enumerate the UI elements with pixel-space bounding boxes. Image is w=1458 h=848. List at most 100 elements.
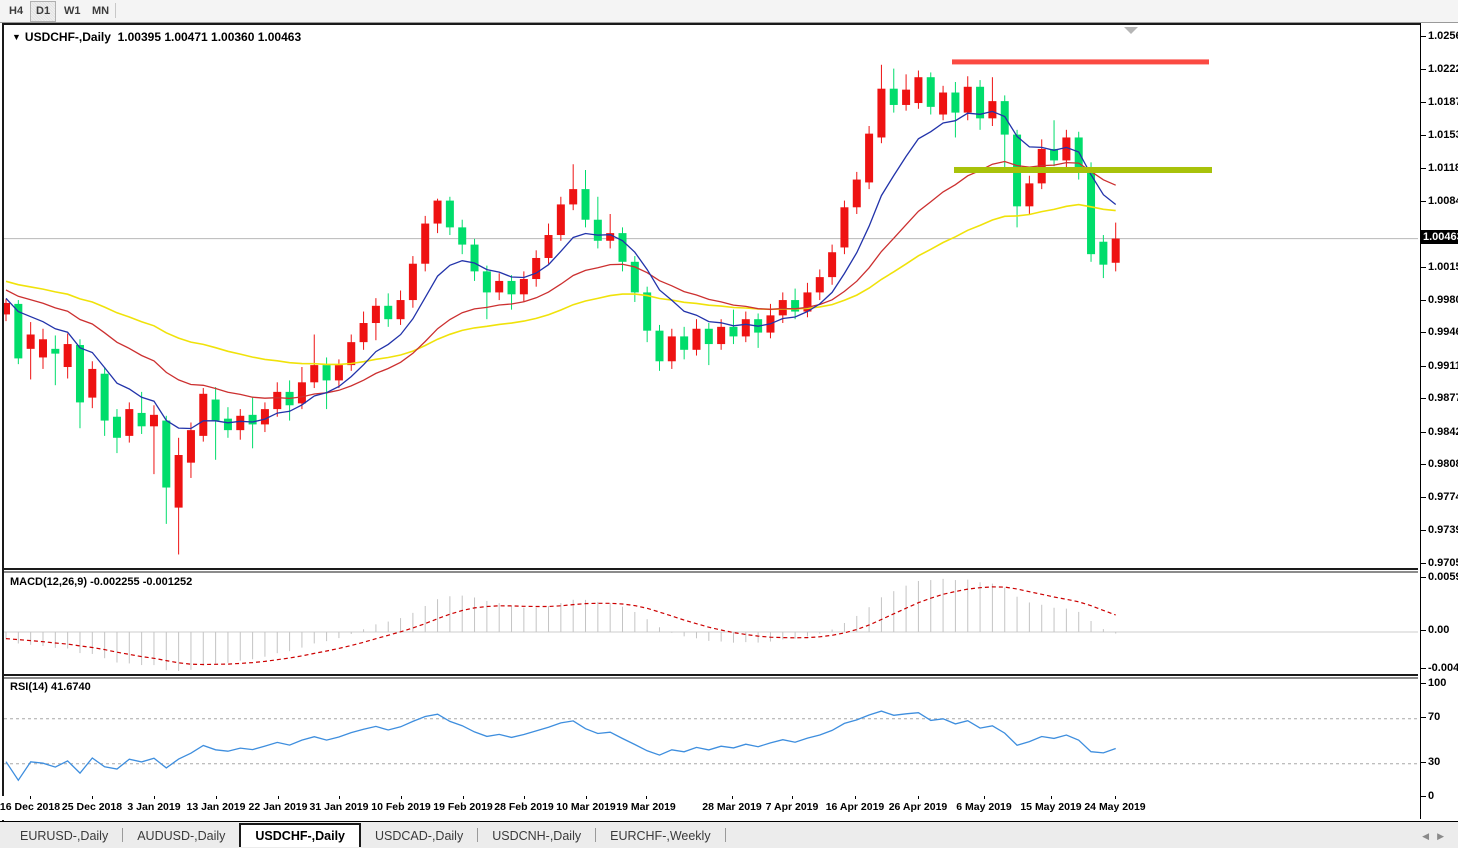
candle-body [519,279,528,295]
candle-body [963,86,972,113]
macd-histogram-bar [954,580,956,632]
macd-histogram-bar [782,632,784,640]
macd-histogram-bar [843,623,845,632]
pane-separator[interactable] [4,677,1418,679]
price-axis-label: 1.00840 [1428,194,1458,207]
macd-axis-label: -0.00424 [1428,661,1458,674]
candle-body [692,328,701,350]
macd-name: MACD(12,26,9) [10,576,88,588]
candle-body [334,365,343,381]
chevron-down-icon[interactable]: ▼ [12,32,21,42]
axis-tick [1421,716,1426,718]
candle-body [889,88,898,105]
date-tick [92,796,93,799]
tab-audusd-daily[interactable]: AUDUSD-,Daily [137,829,226,843]
candle-body [38,339,47,358]
date-tick [855,796,856,799]
tab-usdcnh-daily[interactable]: USDCNH-,Daily [492,829,582,843]
macd-histogram-bar [437,599,439,632]
resistance-line[interactable] [952,59,1209,65]
tab-separator [724,827,726,842]
date-axis[interactable]: 16 Dec 2018 25 Dec 2018 3 Jan 2019 13 Jan 2… [0,796,1418,820]
macd-histogram-bar [202,632,204,666]
timeframe-button-mn[interactable]: MN [92,5,110,17]
axis-tick [1421,266,1426,268]
candle-body [544,235,553,258]
candle-body [569,189,578,205]
macd-histogram-bar [30,632,32,645]
macd-histogram-bar [560,603,562,632]
date-axis-label: 31 Jan 2019 [309,801,369,813]
tab-separator [122,827,124,842]
date-tick [732,796,733,799]
timeframe-button-d1[interactable]: D1 [30,1,57,22]
axis-tick [1421,576,1426,578]
price-axis[interactable]: 1.02560 1.02220 1.01870 1.01530 1.01180 1.008… [1420,23,1458,819]
macd-histogram-bar [585,599,587,632]
support-line[interactable] [954,166,1212,173]
macd-histogram-bar [819,632,821,634]
timeframe-button-w1[interactable]: W1 [64,5,81,17]
axis-tick [1421,562,1426,564]
macd-histogram-bar [5,632,7,640]
pane-separator[interactable] [4,674,1418,676]
macd-histogram-bar [1102,629,1104,632]
candle-body [902,89,911,105]
macd-histogram-bar [350,632,352,634]
axis-tick [1421,200,1426,202]
macd-histogram-bar [153,632,155,666]
macd-histogram-bar [326,632,328,642]
date-axis-label: 19 Mar 2019 [616,801,676,813]
macd-histogram-bar [695,632,697,639]
candle-body [470,244,479,272]
macd-histogram-bar [511,606,513,632]
candle-body [211,399,220,421]
macd-histogram-bar [917,580,919,632]
date-tick [586,796,587,799]
date-tick [216,796,217,799]
macd-histogram-bar [634,611,636,632]
candle-body [162,420,171,488]
rsi-line [5,710,1116,782]
pane-separator[interactable] [4,568,1418,570]
tab-usdchf-daily[interactable]: USDCHF-,Daily [239,823,361,847]
candle-body [618,233,627,262]
tab-separator [595,827,597,842]
tab-usdcad-daily[interactable]: USDCAD-,Daily [375,829,464,843]
price-axis-label: 1.01180 [1428,161,1458,174]
candle-body [729,326,738,337]
macd-histogram-bar [313,632,315,644]
timeframe-button-h4[interactable]: H4 [9,5,24,17]
macd-histogram-bar [942,578,944,632]
macd-histogram-bar [461,595,463,632]
macd-histogram-bar [215,632,217,664]
candle-body [593,219,602,241]
tab-eurchf-weekly[interactable]: EURCHF-,Weekly [610,829,711,843]
candle-body [815,277,824,293]
price-axis-label: 0.98770 [1428,392,1458,405]
candle-body [988,101,997,119]
pane-separator[interactable] [4,571,1418,573]
candle-body [63,344,72,368]
chart-shift-marker-icon[interactable] [1124,27,1138,34]
date-axis-label: 3 Jan 2019 [127,801,181,813]
candle-body [199,393,208,436]
candle-body [421,223,430,264]
chart-canvas[interactable] [4,25,1418,800]
current-price-tag: 1.00463 [1421,229,1458,244]
tab-scroll-arrows[interactable]: ◀▶ [1422,831,1452,841]
tab-eurusd-daily[interactable]: EURUSD-,Daily [20,829,109,843]
candle-body [741,319,750,337]
date-axis-label: 24 May 2019 [1084,801,1146,813]
axis-tick [1421,365,1426,367]
date-axis-label: 7 Apr 2019 [765,801,819,813]
candle-body [556,204,565,236]
macd-histogram-bar [979,582,981,632]
price-axis-label: 0.98420 [1428,425,1458,438]
rsi-axis-label: 70 [1428,710,1441,723]
candle-body [75,345,84,403]
axis-tick [1421,101,1426,103]
candle-body [877,88,886,138]
macd-histogram-bar [880,597,882,632]
candle-body [137,412,146,427]
